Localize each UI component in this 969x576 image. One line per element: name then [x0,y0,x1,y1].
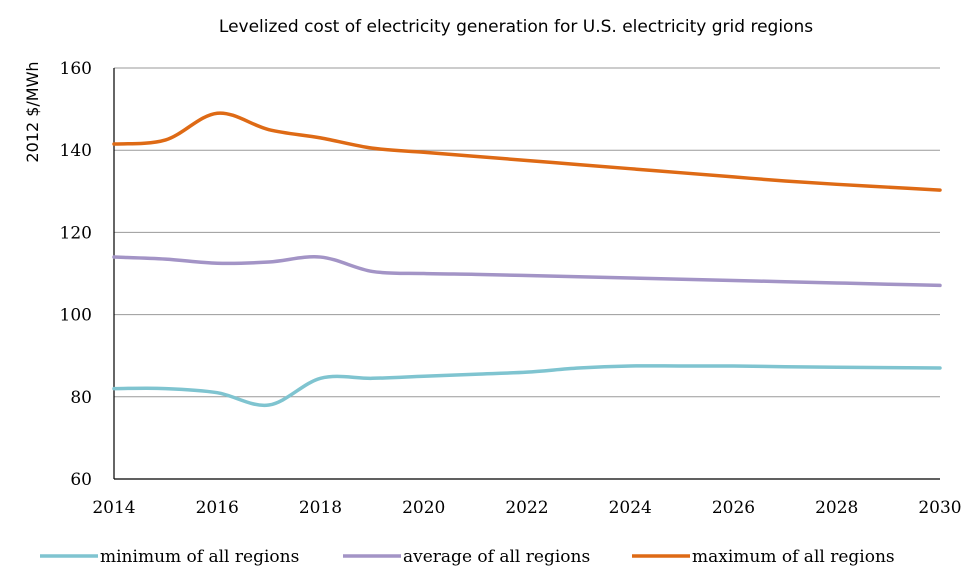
x-tick-label: 2016 [196,498,239,518]
x-tick-label: 2026 [712,498,755,518]
y-axis-label: 2012 $/MWh [23,61,42,162]
y-tick-label: 160 [60,59,92,79]
axes [113,68,940,480]
legend-label: maximum of all regions [692,547,895,567]
x-tick-label: 2022 [505,498,548,518]
x-tick-label: 2014 [92,498,135,518]
x-tick-label: 2020 [402,498,445,518]
y-tick-label: 80 [70,388,92,408]
series-line-average [112,255,942,288]
x-tick-label: 2024 [609,498,652,518]
chart-title: Levelized cost of electricity generation… [219,17,813,37]
series-line-minimum [112,364,942,408]
x-tick-label: 2030 [918,498,961,518]
x-tick-label: 2018 [299,498,342,518]
y-tick-label: 120 [60,223,92,243]
series-lines [112,111,942,408]
legend: minimum of all regions average of all reg… [40,547,895,567]
y-tick-label: 60 [70,470,92,490]
series-line-maximum [112,111,942,192]
x-tick-labels: 2014 2016 2018 2020 2022 2024 2026 2028 2030 [92,498,961,518]
y-tick-label: 100 [60,306,92,326]
legend-label: minimum of all regions [100,547,299,567]
y-tick-label: 140 [60,141,92,161]
legend-label: average of all regions [403,547,590,567]
y-tick-labels: 60 80 100 120 140 160 [60,59,92,490]
x-tick-label: 2028 [815,498,858,518]
gridlines [114,67,940,398]
